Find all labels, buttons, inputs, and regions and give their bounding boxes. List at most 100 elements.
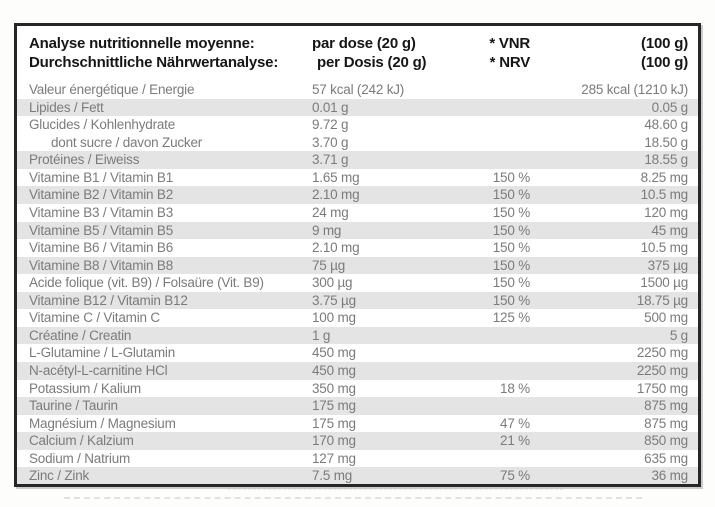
- header-col-per-100g: (100 g) (100 g): [530, 34, 688, 72]
- row-per-dose-value: 3.75 µg: [312, 292, 356, 308]
- header-title-fr: Analyse nutritionnelle moyenne:: [29, 35, 255, 52]
- row-per-dose-value: 24 mg: [312, 204, 349, 220]
- row-per-dose-value: 175 mg: [312, 415, 356, 431]
- row-per-100g-value: 18.55 g: [644, 152, 688, 168]
- row-nutrient-label: N-acétyl-L-carnitine HCl: [29, 363, 168, 378]
- row-per-dose-value: 1 g: [312, 327, 331, 343]
- row-nutrient-label: Vitamine B2 / Vitamin B2: [29, 187, 174, 203]
- row-per-100g-value: 120 mg: [644, 204, 688, 220]
- row-nutrient-label: Vitamine C / Vitamin C: [29, 310, 160, 326]
- row-per-100g-value: 285 kcal (1210 kJ): [581, 82, 688, 97]
- row-per-dose-value: 170 mg: [312, 433, 356, 449]
- table-row: Glucides / Kohlenhydrate 9.72 g 48.60 g: [17, 116, 698, 134]
- row-per-dose-value: 300 µg: [312, 275, 353, 291]
- row-vnr-percent: 150 %: [492, 169, 530, 185]
- header-dose-de: per Dosis (20 g): [317, 54, 427, 71]
- table-row: L-Glutamine / L-Glutamin 450 mg 2250 mg: [17, 344, 698, 362]
- row-nutrient-label: L-Glutamine / L-Glutamin: [29, 345, 176, 361]
- row-per-dose-value: 75 µg: [312, 257, 346, 273]
- row-nutrient-label: dont sucre / davon Zucker: [51, 134, 203, 150]
- row-nutrient-label: Protéines / Eiweiss: [29, 152, 140, 168]
- table-row: Valeur énergétique / Energie 57 kcal (242…: [17, 81, 698, 99]
- table-row: dont sucre / davon Zucker 3.70 g 18.50 g: [17, 134, 698, 152]
- row-per-100g-value: 2250 mg: [636, 345, 688, 361]
- row-per-100g-value: 875 mg: [644, 398, 688, 414]
- table-row: Vitamine B2 / Vitamin B2 2.10 mg 150 % 10.5…: [17, 186, 698, 204]
- row-per-dose-value: 3.71 g: [312, 152, 349, 168]
- header-vnr-de: * NRV: [489, 54, 531, 71]
- row-vnr-percent: 47 %: [500, 415, 530, 431]
- header-100g-fr: (100 g): [641, 35, 688, 52]
- table-row: Vitamine B5 / Vitamin B5 9 mg 150 % 45 mg: [17, 221, 698, 240]
- table-body: Valeur énergétique / Energie 57 kcal (242…: [17, 81, 698, 484]
- table-row: Vitamine B3 / Vitamin B3 24 mg 150 % 120 mg: [17, 204, 698, 222]
- row-per-100g-value: 500 mg: [644, 310, 688, 326]
- scan-artifact-dashed-line: [228, 489, 563, 490]
- row-nutrient-label: Magnésium / Magnesium: [29, 415, 176, 431]
- row-nutrient-label: Glucides / Kohlenhydrate: [29, 117, 176, 133]
- row-per-100g-value: 875 mg: [644, 415, 688, 431]
- row-per-dose-value: 2.10 mg: [312, 187, 360, 203]
- row-nutrient-label: Sodium / Natrium: [29, 450, 131, 466]
- row-per-100g-value: 1500 µg: [640, 275, 688, 291]
- header-100g-de: (100 g): [641, 54, 688, 71]
- row-per-dose-value: 100 mg: [312, 310, 356, 326]
- row-per-dose-value: 57 kcal (242 kJ): [312, 82, 405, 97]
- row-nutrient-label: Zinc / Zink: [29, 468, 90, 484]
- row-nutrient-label: Vitamine B1 / Vitamin B1: [29, 169, 174, 185]
- header-col-vnr: * VNR * NRV: [450, 34, 530, 72]
- row-per-100g-value: 0.05 g: [651, 99, 689, 115]
- scan-artifact-dashed-line: [64, 497, 642, 499]
- row-per-100g-value: 1750 mg: [636, 380, 688, 396]
- row-nutrient-label: Vitamine B5 / Vitamin B5: [29, 222, 174, 238]
- row-per-dose-value: 3.70 g: [312, 134, 349, 150]
- table-row: Vitamine B8 / Vitamin B8 75 µg 150 % 375 µg: [17, 256, 698, 275]
- row-per-dose-value: 450 mg: [312, 345, 356, 361]
- table-row: Protéines / Eiweiss 3.71 g 18.55 g: [17, 151, 698, 169]
- table-row: Vitamine C / Vitamin C 100 mg 125 % 500 mg: [17, 309, 698, 327]
- row-per-100g-value: 5 g: [669, 327, 688, 343]
- row-per-100g-value: 2250 mg: [636, 363, 688, 378]
- row-nutrient-label: Vitamine B8 / Vitamin B8: [29, 257, 174, 273]
- table-row: Lipides / Fett 0.01 g 0.05 g: [17, 98, 698, 117]
- row-nutrient-label: Vitamine B6 / Vitamin B6: [29, 240, 174, 256]
- row-nutrient-label: Vitamine B12 / Vitamin B12: [29, 292, 188, 308]
- table-row: Magnésium / Magnesium 175 mg 47 % 875 mg: [17, 415, 698, 433]
- row-per-100g-value: 375 µg: [647, 257, 689, 273]
- header-vnr-fr: * VNR: [489, 35, 530, 52]
- row-per-100g-value: 18.50 g: [644, 134, 688, 150]
- row-vnr-percent: 150 %: [492, 187, 530, 203]
- nutrition-table: Analyse nutritionnelle moyenne: Durchsch…: [14, 23, 701, 487]
- row-per-dose-value: 9 mg: [312, 222, 342, 238]
- table-row: Vitamine B1 / Vitamin B1 1.65 mg 150 % 8.25…: [17, 169, 698, 187]
- row-vnr-percent: 150 %: [492, 257, 530, 273]
- row-per-100g-value: 8.25 mg: [640, 169, 689, 185]
- row-nutrient-label: Potassium / Kalium: [29, 380, 141, 396]
- table-row: Taurine / Taurin 175 mg 875 mg: [17, 397, 698, 415]
- row-per-dose-value: 9.72 g: [312, 117, 349, 133]
- row-vnr-percent: 21 %: [500, 433, 530, 449]
- row-per-dose-value: 350 mg: [312, 380, 356, 396]
- row-per-dose-value: 175 mg: [312, 398, 356, 414]
- row-vnr-percent: 75 %: [500, 468, 530, 484]
- table-row: Zinc / Zink 7.5 mg 75 % 36 mg: [17, 467, 698, 484]
- header-title-de: Durchschnittliche Nährwertanalyse:: [29, 54, 279, 71]
- header-col-per-dose: par dose (20 g) per Dosis (20 g): [312, 34, 450, 72]
- table-row: Acide folique (vit. B9) / Folsaüre (Vit.…: [17, 274, 698, 292]
- row-per-dose-value: 7.5 mg: [312, 468, 353, 484]
- row-per-100g-value: 635 mg: [644, 450, 688, 466]
- row-per-100g-value: 10.5 mg: [640, 187, 689, 203]
- row-nutrient-label: Créatine / Creatin: [29, 327, 132, 343]
- row-vnr-percent: 150 %: [492, 204, 530, 220]
- header-col-nutrient: Analyse nutritionnelle moyenne: Durchsch…: [29, 34, 312, 72]
- row-per-dose-value: 2.10 mg: [312, 240, 360, 256]
- table-row: Calcium / Kalzium 170 mg 21 % 850 mg: [17, 432, 698, 450]
- table-row: Sodium / Natrium 127 mg 635 mg: [17, 450, 698, 468]
- table-row: N-acétyl-L-carnitine HCl 450 mg 2250 mg: [17, 362, 698, 380]
- table-header: Analyse nutritionnelle moyenne: Durchsch…: [17, 26, 698, 72]
- row-nutrient-label: Acide folique (vit. B9) / Folsaüre (Vit.…: [29, 275, 264, 291]
- row-nutrient-label: Vitamine B3 / Vitamin B3: [29, 204, 174, 220]
- row-nutrient-label: Taurine / Taurin: [29, 398, 118, 414]
- row-per-dose-value: 1.65 mg: [312, 169, 360, 185]
